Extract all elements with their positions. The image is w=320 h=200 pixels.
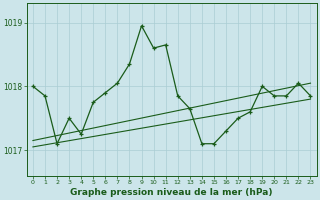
X-axis label: Graphe pression niveau de la mer (hPa): Graphe pression niveau de la mer (hPa) (70, 188, 273, 197)
